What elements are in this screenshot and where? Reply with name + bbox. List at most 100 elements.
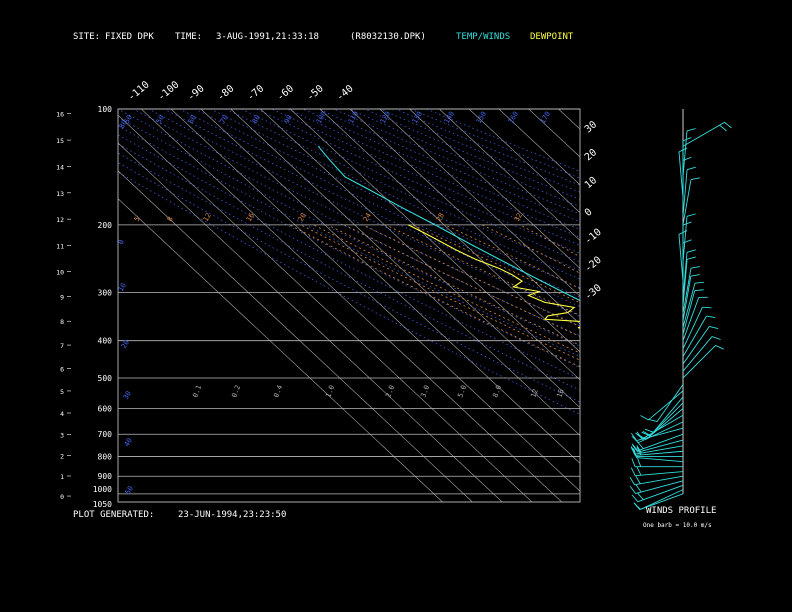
dry-adiabat-label: 20	[120, 339, 131, 350]
mixing-ratio-label: 0.1	[191, 384, 203, 399]
mixing-ratio-label: 12	[529, 388, 539, 399]
top-temperature-label: -110	[126, 79, 152, 103]
mixing-ratio-label: 2.0	[384, 384, 396, 399]
pressure-tick-label: 200	[98, 221, 113, 230]
wind-barb-flag	[686, 128, 696, 132]
dry-adiabat-label: 120	[379, 110, 392, 125]
moist-adiabat-label: 20	[297, 212, 308, 223]
isotherm-line	[409, 109, 580, 269]
dry-adiabat-label: 90	[283, 114, 294, 125]
wind-barb-staff	[682, 297, 700, 341]
time-label: TIME:	[175, 32, 203, 42]
wind-barb-staff	[682, 268, 692, 314]
dry-adiabat-line	[349, 109, 580, 208]
mixing-ratio-line	[691, 341, 792, 502]
isotherm-line	[118, 198, 443, 502]
moist-adiabat-label: 12	[202, 212, 213, 223]
wind-barb-staff	[682, 121, 725, 147]
generated-value: 23-JUN-1994,23:23:50	[178, 510, 287, 520]
height-tick-label: 11	[56, 243, 64, 251]
height-tick-label: 12	[56, 216, 64, 224]
wind-barb-flag	[644, 428, 654, 433]
mixing-ratio-line	[710, 341, 792, 502]
dry-adiabat-label: 170	[539, 110, 552, 125]
wind-barb-flag	[706, 315, 716, 318]
moist-adiabat-line	[343, 224, 580, 337]
dewpoint-legend: DEWPOINT	[530, 32, 574, 42]
dry-adiabat-label: 80	[251, 114, 262, 125]
mixing-ratio-line	[607, 341, 792, 502]
dry-adiabat-line	[163, 109, 580, 307]
right-temperature-label: 10	[583, 175, 599, 191]
right-temperature-label: -30	[583, 282, 604, 302]
moist-adiabat-label: 24	[362, 212, 373, 223]
isotherm-line	[230, 109, 580, 436]
moist-adiabat-line	[313, 224, 580, 354]
wind-barb-flag	[630, 467, 636, 476]
generated-label: PLOT GENERATED:	[73, 510, 155, 520]
mixing-ratio-label: 3.0	[419, 384, 431, 399]
dry-adiabat-line	[395, 109, 580, 186]
wind-barb-staff	[682, 169, 688, 217]
mixing-ratio-label: 1.0	[324, 384, 336, 399]
dry-adiabat-line	[302, 109, 580, 230]
isotherm-line	[200, 109, 580, 464]
wind-barb-flag	[640, 415, 649, 421]
wind-barb-staff	[682, 336, 713, 372]
moist-adiabat-line	[289, 224, 580, 368]
sounding-series	[317, 145, 580, 329]
temp-legend: TEMP/WINDS	[456, 32, 511, 42]
wind-barb-flag	[682, 221, 692, 226]
right-temperature-label: -10	[583, 227, 604, 247]
wind-barb-staff	[635, 471, 684, 477]
right-temperature-label: 0	[583, 207, 595, 219]
wind-barb-staff	[635, 450, 684, 456]
wind-barb-flag	[690, 266, 700, 269]
dry-adiabat-label: 30	[122, 390, 133, 401]
mixing-ratio-lines	[568, 340, 792, 502]
plot-frame	[117, 108, 581, 503]
pressure-tick-label: 500	[98, 374, 113, 383]
wind-barb-staff	[678, 151, 684, 198]
top-temperature-label: -100	[156, 79, 182, 103]
pressure-tick-label: 800	[98, 453, 113, 462]
dry-adiabat-label: 160	[507, 110, 520, 125]
wind-barb-flag	[642, 430, 651, 437]
dry-adiabat-label: 100	[315, 110, 328, 125]
height-tick-label: 9	[60, 294, 64, 302]
wind-barb-staff	[682, 283, 696, 328]
isotherm-line	[618, 109, 792, 502]
moist-adiabat-line	[444, 224, 580, 290]
wind-barb-flag	[682, 239, 692, 244]
isotherm-line	[260, 109, 580, 409]
chart-labels: 1002003004005006007008009001000105016151…	[56, 79, 604, 509]
isotherm-line	[118, 170, 473, 502]
wind-barb-staff	[635, 480, 684, 494]
dry-adiabat-line	[118, 143, 580, 380]
wind-barb-staff	[648, 390, 684, 421]
mixing-ratio-line	[587, 341, 788, 502]
pressure-tick-label: 1000	[93, 485, 112, 494]
wind-barb-flag	[635, 475, 641, 484]
dry-adiabat-label: 50	[124, 485, 135, 496]
dry-adiabat-label: 110	[347, 110, 360, 125]
dry-adiabat-line	[179, 109, 580, 298]
top-temperature-label: -70	[245, 83, 266, 103]
wind-barb-staff	[682, 259, 688, 307]
wind-barb-staff	[678, 234, 684, 282]
wind-barb-flag	[629, 476, 635, 486]
wind-barb-flag	[724, 121, 732, 129]
wind-barb-flag	[690, 177, 700, 180]
wind-barb-flag	[631, 443, 639, 451]
wind-barb-flag	[694, 289, 704, 292]
wind-barb-staff	[636, 457, 684, 463]
mixing-ratio-label: 5.0	[456, 384, 468, 399]
wind-barb-flag	[709, 325, 719, 330]
height-tick-label: 16	[56, 111, 64, 119]
top-temperature-label: -90	[186, 83, 207, 103]
wind-barb-flag	[638, 434, 647, 440]
dry-adiabat-label: 50	[155, 114, 166, 125]
pressure-tick-label: 600	[98, 404, 113, 413]
isotherm-line	[468, 109, 580, 214]
dry-adiabat-line	[118, 162, 580, 403]
